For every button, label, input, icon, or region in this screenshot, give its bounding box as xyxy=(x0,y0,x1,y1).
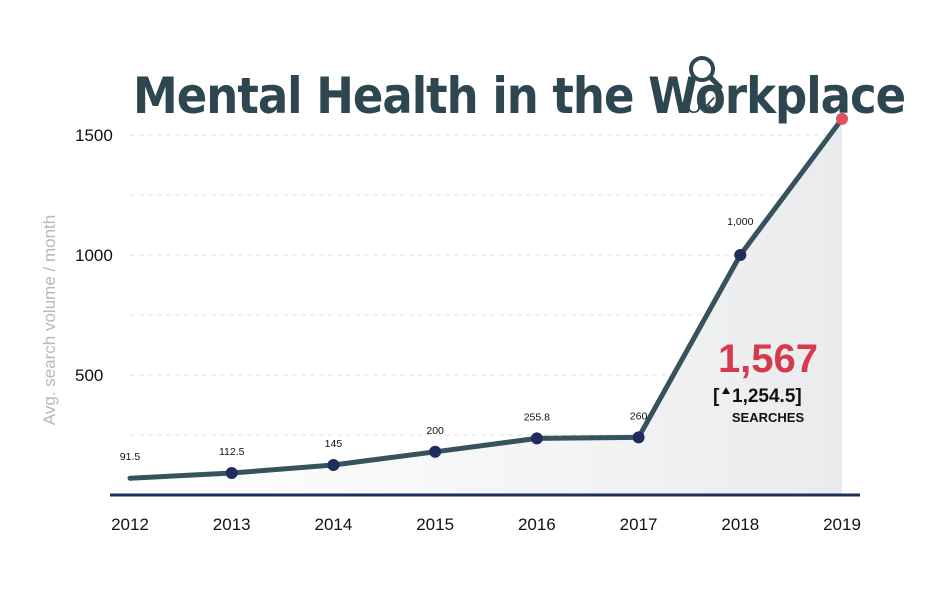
data-point xyxy=(327,459,340,471)
magnifier-icon xyxy=(689,56,723,90)
area-fill xyxy=(130,118,842,496)
y-tick-label: 1500 xyxy=(75,126,113,145)
series-line xyxy=(127,116,845,481)
gridlines xyxy=(130,134,842,436)
data-label: 112.5 xyxy=(219,446,245,458)
x-tick-label: 2015 xyxy=(416,515,454,534)
chart-subtitle: UK xyxy=(686,93,717,118)
data-label: 260 xyxy=(630,410,648,422)
callout-value: 1,567 xyxy=(718,337,818,381)
x-tick-label: 2018 xyxy=(721,515,759,534)
x-tick-label: 2019 xyxy=(823,515,861,534)
y-tick-label: 1000 xyxy=(75,246,113,265)
x-tick-label: 2017 xyxy=(620,515,658,534)
x-tick-label: 2013 xyxy=(213,515,251,534)
data-point xyxy=(225,467,238,480)
callout-delta-open: [ xyxy=(713,386,720,407)
data-point xyxy=(836,112,848,125)
data-label: 91.5 xyxy=(120,451,141,463)
data-label: 145 xyxy=(325,438,343,450)
callout-delta: 1,254.5] xyxy=(732,386,802,407)
chart-title: Mental Health in the Workplace xyxy=(133,67,905,125)
data-labels: 91.5 112.5 145 200 255.8 260 1,000 xyxy=(120,216,754,463)
data-point xyxy=(530,432,543,445)
data-points xyxy=(225,112,848,480)
x-tick-label: 2012 xyxy=(111,515,149,534)
y-tick-labels: 500 1000 1500 xyxy=(75,126,113,385)
data-label: 255.8 xyxy=(524,411,550,423)
data-point xyxy=(429,445,442,458)
y-axis-label: Avg. search volume / month xyxy=(40,215,59,425)
data-point xyxy=(734,249,747,261)
growth-callout: 1,567 [ 1,254.5] SEARCHES xyxy=(713,337,818,425)
callout-unit: SEARCHES xyxy=(732,410,805,425)
x-tick-label: 2016 xyxy=(518,515,556,534)
x-tick-label: 2014 xyxy=(315,515,353,534)
y-tick-label: 500 xyxy=(75,366,103,385)
up-arrow-icon xyxy=(722,387,730,394)
data-label: 200 xyxy=(426,425,444,437)
x-tick-labels: 2012 2013 2014 2015 2016 2017 2018 2019 xyxy=(111,515,861,534)
data-label: 1,000 xyxy=(727,216,753,228)
data-point xyxy=(632,431,645,444)
